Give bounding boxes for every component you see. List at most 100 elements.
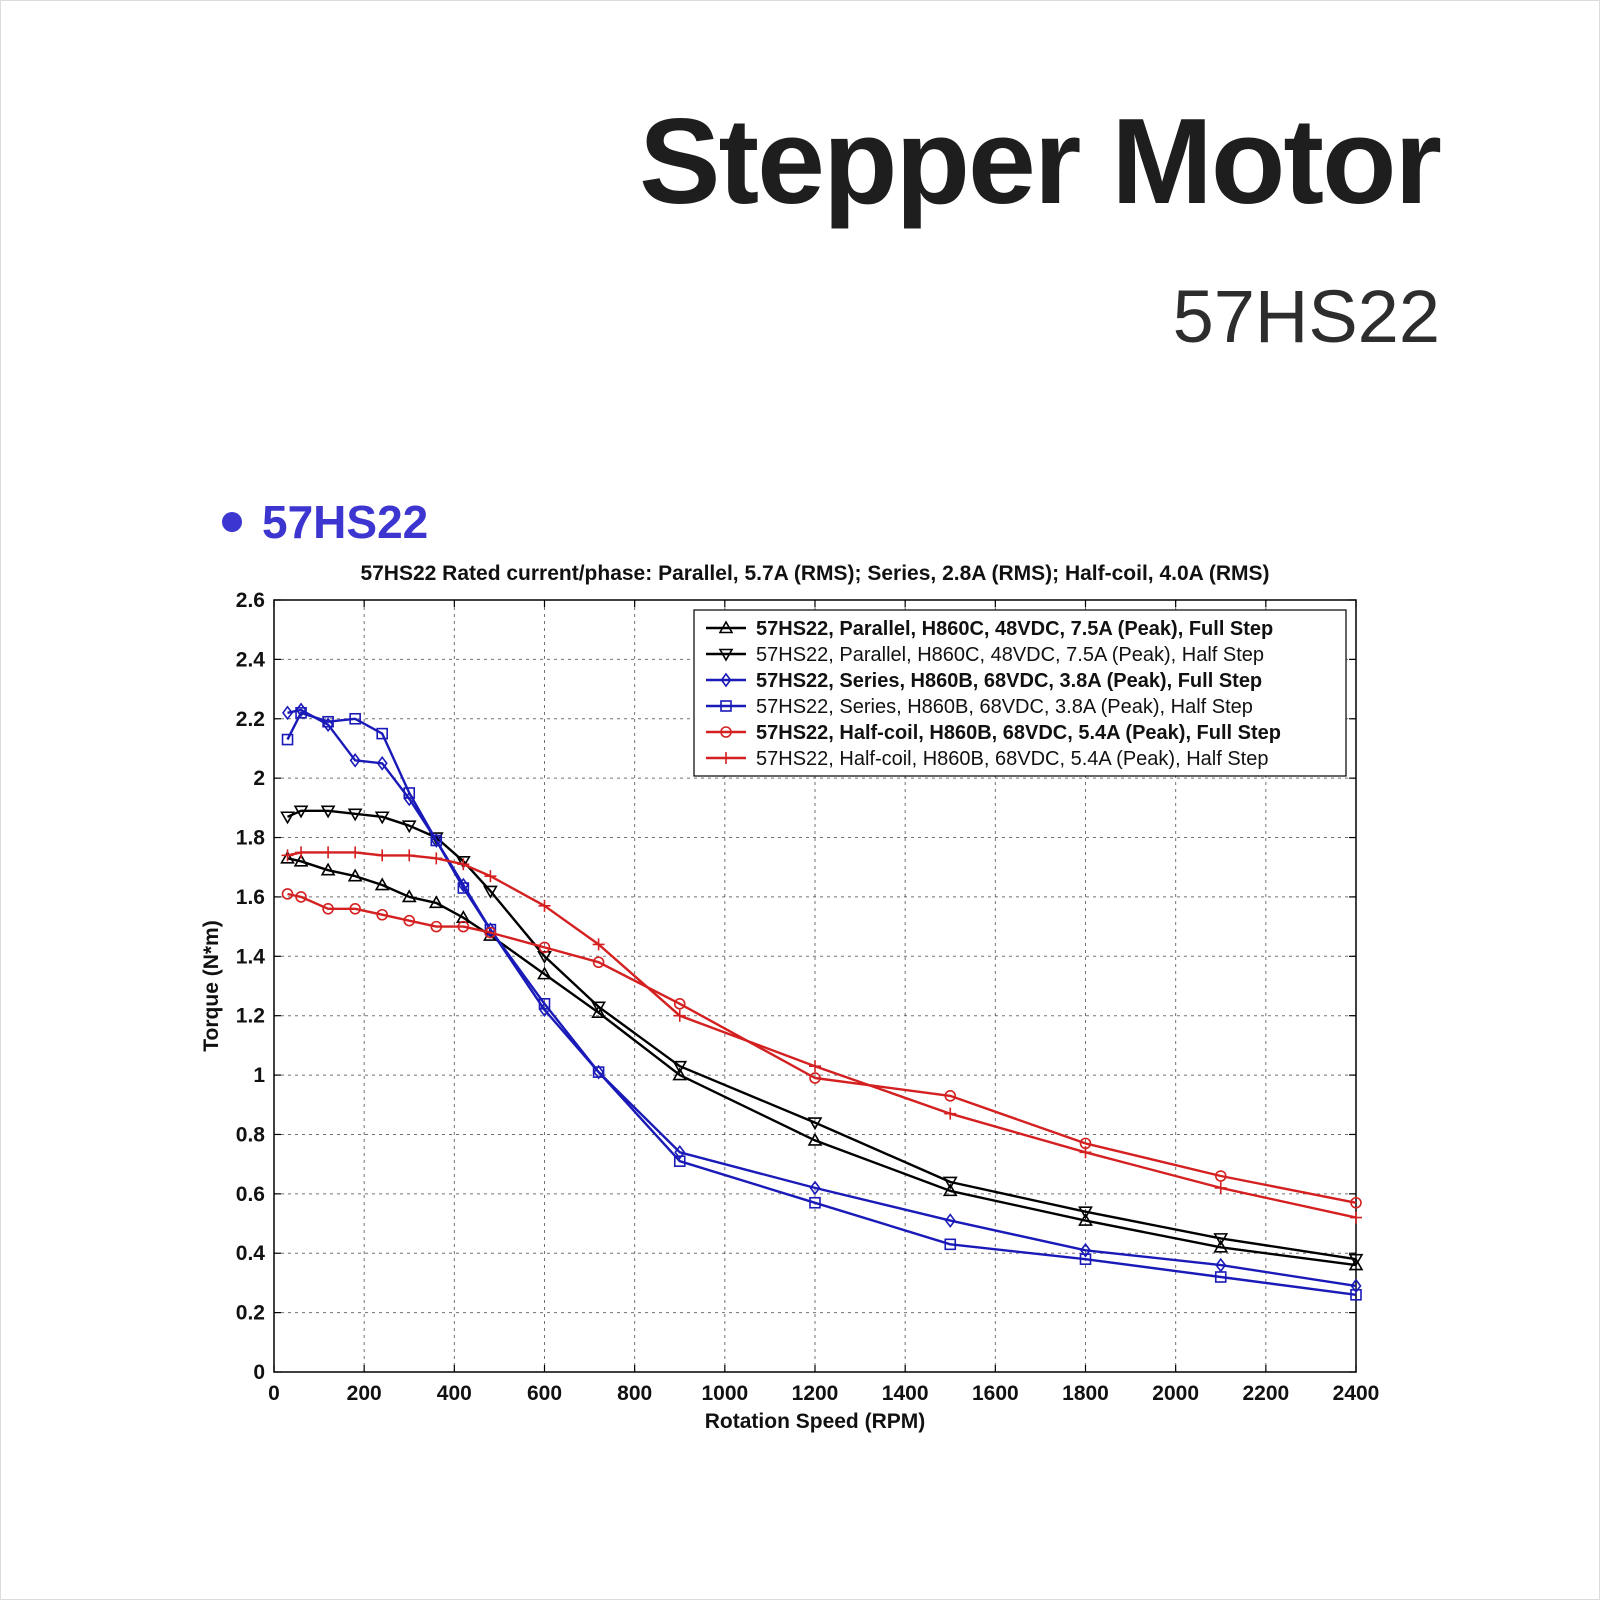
- data-point: [809, 1060, 821, 1073]
- series-line: [287, 892, 1357, 1204]
- data-point: [1078, 1206, 1093, 1220]
- data-point: [1350, 1278, 1362, 1294]
- data-point: [295, 707, 307, 719]
- series-6: [281, 846, 1362, 1224]
- data-point: [322, 715, 334, 728]
- data-point: [1079, 1146, 1092, 1159]
- data-point: [1079, 1253, 1092, 1265]
- x-tick-label: 200: [347, 1382, 382, 1405]
- data-point: [1214, 1181, 1227, 1194]
- page-subtitle: 57HS22: [1172, 275, 1440, 358]
- data-point: [673, 998, 686, 1010]
- data-point: [1350, 1288, 1362, 1301]
- data-point: [942, 1183, 958, 1197]
- legend-marker: [720, 726, 732, 738]
- data-point: [592, 956, 605, 969]
- data-point: [349, 712, 361, 725]
- data-point: [403, 787, 416, 799]
- y-tick-label: 1.2: [236, 1005, 265, 1028]
- data-point: [403, 914, 416, 927]
- data-point: [1078, 1212, 1093, 1226]
- data-point: [483, 885, 498, 899]
- data-point: [320, 805, 336, 819]
- section-label: 57HS22: [262, 496, 429, 548]
- data-point: [484, 923, 497, 936]
- data-point: [809, 1196, 821, 1209]
- x-tick-label: 600: [527, 1382, 562, 1405]
- data-point: [1213, 1239, 1229, 1253]
- data-point: [403, 849, 416, 862]
- data-point: [347, 868, 363, 882]
- data-point: [538, 998, 551, 1010]
- x-tick-label: 1800: [1062, 1382, 1109, 1405]
- data-point: [401, 820, 417, 834]
- y-tick-label: 0.8: [236, 1123, 266, 1146]
- x-axis-label: Rotation Speed (RPM): [705, 1410, 926, 1433]
- legend: 57HS22, Parallel, H860C, 48VDC, 7.5A (Pe…: [693, 609, 1347, 777]
- data-point: [484, 870, 497, 883]
- data-point: [1214, 1170, 1227, 1182]
- series-4: [281, 707, 1362, 1301]
- data-point: [942, 1176, 958, 1190]
- data-point: [809, 1180, 821, 1196]
- data-point: [430, 833, 442, 848]
- data-point: [672, 1067, 688, 1081]
- data-point: [293, 805, 309, 819]
- bullet-dot-icon: [222, 512, 242, 532]
- data-point: [591, 1001, 606, 1015]
- x-tick-label: 1600: [972, 1382, 1019, 1405]
- data-point: [538, 941, 551, 954]
- x-tick-label: 1400: [882, 1382, 929, 1405]
- series-2: [280, 805, 1364, 1267]
- y-tick-label: 1.4: [236, 945, 266, 968]
- data-point: [347, 808, 363, 822]
- legend-entry: 57HS22, Parallel, H860C, 48VDC, 7.5A (Pe…: [756, 644, 1264, 666]
- y-axis-label: Torque (N*m): [200, 920, 223, 1051]
- data-point: [320, 862, 336, 876]
- data-point: [457, 920, 470, 933]
- data-point: [322, 717, 334, 733]
- data-point: [1350, 1211, 1362, 1224]
- section-heading: 57HS22: [222, 492, 428, 552]
- data-point: [376, 908, 388, 921]
- data-point: [537, 966, 552, 980]
- data-point: [944, 1238, 957, 1251]
- legend-entry: 57HS22, Series, H860B, 68VDC, 3.8A (Peak…: [756, 696, 1253, 718]
- y-tick-label: 0.6: [236, 1183, 265, 1206]
- data-point: [944, 1107, 957, 1120]
- data-point: [455, 855, 471, 869]
- data-point: [807, 1117, 823, 1131]
- data-point: [592, 938, 605, 951]
- x-tick-label: 800: [617, 1382, 652, 1405]
- data-point: [591, 1005, 606, 1019]
- data-point: [295, 891, 307, 903]
- data-point: [295, 846, 308, 859]
- y-tick-label: 2.4: [236, 648, 266, 671]
- legend-entry: 57HS22, Half-coil, H860B, 68VDC, 5.4A (P…: [756, 748, 1268, 770]
- data-point: [349, 902, 361, 915]
- x-tick-label: 400: [437, 1382, 472, 1405]
- legend-entry: 57HS22, Half-coil, H860B, 68VDC, 5.4A (P…: [756, 722, 1281, 744]
- y-tick-label: 0.4: [236, 1242, 266, 1265]
- data-point: [401, 889, 417, 903]
- y-tick-label: 1.8: [236, 827, 266, 850]
- x-tick-label: 2400: [1333, 1382, 1380, 1405]
- data-point: [281, 733, 294, 746]
- data-point: [592, 1066, 605, 1078]
- data-point: [376, 755, 388, 771]
- y-tick-label: 0.2: [236, 1302, 265, 1325]
- data-point: [944, 1090, 957, 1102]
- y-tick-label: 2.2: [236, 708, 265, 731]
- data-point: [376, 849, 389, 862]
- series-5: [281, 888, 1362, 1209]
- data-point: [1214, 1271, 1227, 1283]
- x-tick-label: 2200: [1242, 1382, 1289, 1405]
- legend-entry: 57HS22, Series, H860B, 68VDC, 3.8A (Peak…: [756, 670, 1262, 692]
- data-point: [1350, 1196, 1362, 1209]
- data-point: [430, 834, 443, 847]
- data-point: [457, 882, 470, 894]
- data-point: [428, 895, 444, 909]
- data-point: [809, 1072, 821, 1084]
- legend-marker: [718, 648, 734, 662]
- legend-box: [693, 609, 1347, 777]
